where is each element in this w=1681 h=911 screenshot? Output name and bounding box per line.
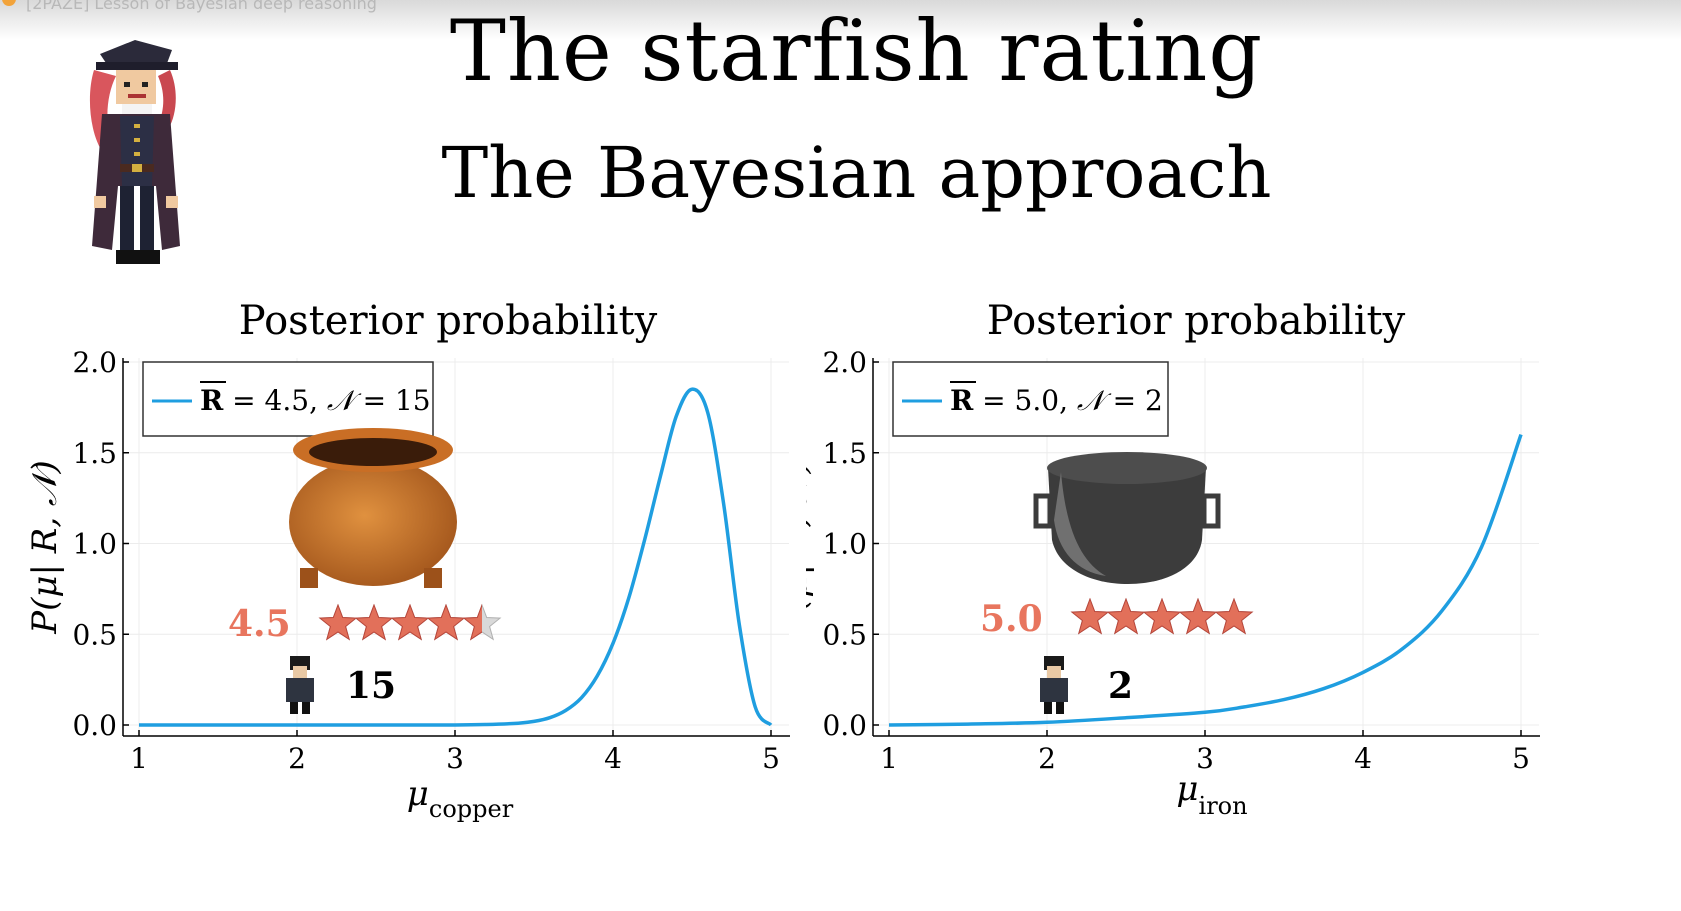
star-icon [1106, 597, 1146, 635]
rating-row: 5.0 [980, 597, 1254, 640]
rating-row: 4.5 [228, 603, 502, 645]
axes [122, 358, 790, 737]
reviewer-row: 2 [1040, 656, 1133, 714]
channel-avatar-icon [2, 0, 16, 6]
x-tick-label: 2 [1038, 742, 1056, 775]
x-tick-label: 3 [446, 742, 464, 775]
y-tick-label: 1.5 [72, 437, 117, 470]
grid [123, 358, 789, 736]
star-icon [1178, 597, 1218, 635]
x-tick-label: 5 [1512, 742, 1530, 775]
x-tick-label: 4 [604, 742, 622, 775]
pirate-captain-icon [89, 40, 180, 264]
y-axis-label: P(μ| R, 𝒩) [25, 460, 65, 635]
legend-r-value: 4.5 [265, 384, 310, 417]
reviewer-count: 2 [1108, 665, 1133, 707]
legend-n-value: 2 [1145, 384, 1163, 417]
star-icon [1214, 597, 1254, 635]
video-title[interactable]: [2PAZE] Lesson of Bayesian deep reasonin… [26, 0, 377, 13]
rating-value: 5.0 [980, 598, 1043, 640]
slide-subtitle: The Bayesian approach [441, 132, 1272, 214]
x-axis-label-sub: copper [429, 795, 514, 823]
star-icon [318, 603, 358, 641]
legend-r-symbol: R [950, 384, 974, 417]
y-tick-label: 1.0 [72, 528, 117, 561]
x-tick-label: 1 [880, 742, 898, 775]
legend: R = 5.0, 𝒩 = 2 [892, 361, 1169, 437]
iron-pot-icon [1033, 452, 1221, 584]
y-tick-label: 0.0 [72, 709, 117, 742]
star-icon [354, 603, 394, 641]
y-tick-label: 2.0 [72, 346, 117, 379]
y-axis-label: P(μ| R, 𝒩) [806, 460, 815, 635]
x-tick-label: 5 [762, 742, 780, 775]
copper-posterior-chart: Posterior probability 1 2 3 4 5 0.0 0.5 1.0 1.5… [25, 300, 790, 823]
legend-r-value: 5.0 [1015, 384, 1060, 417]
y-tick-labels: 0.0 0.5 1.0 1.5 2.0 [822, 346, 879, 742]
x-tick-label: 1 [130, 742, 148, 775]
y-tick-labels: 0.0 0.5 1.0 1.5 2.0 [72, 346, 129, 742]
x-tick-label: 4 [1354, 742, 1372, 775]
x-axis-label: μiron [1176, 769, 1247, 820]
star-icon [390, 603, 430, 641]
iron-posterior-chart: Posterior probability 1 2 3 4 5 0.0 0.5 1.0 1.5… [806, 300, 1540, 820]
star-rating [318, 603, 502, 641]
legend-n-value: 15 [395, 384, 431, 417]
reviewer-row: 15 [286, 656, 396, 714]
posterior-curve [888, 434, 1523, 727]
star-rating [1070, 597, 1254, 635]
star-icon [1070, 597, 1110, 635]
x-tick-label: 3 [1196, 742, 1214, 775]
svg-text:R = 5.0, 𝒩 = 2: R = 5.0, 𝒩 = 2 [950, 384, 1163, 417]
video-title-bar: [2PAZE] Lesson of Bayesian deep reasonin… [0, 0, 1681, 40]
y-tick-label: 1.5 [822, 437, 867, 470]
star-icon [1142, 597, 1182, 635]
x-axis-label-sub: iron [1199, 792, 1248, 820]
y-tick-label: 1.0 [822, 528, 867, 561]
legend-r-symbol: R [200, 384, 224, 417]
star-icon [462, 603, 502, 641]
slide-title: The starfish rating [449, 2, 1264, 100]
legend: R = 4.5, 𝒩 = 15 [142, 361, 434, 437]
x-tick-labels: 1 2 3 4 5 [130, 730, 780, 775]
y-tick-label: 0.0 [822, 709, 867, 742]
svg-text:R = 4.5, 𝒩 = 15: R = 4.5, 𝒩 = 15 [200, 384, 431, 417]
y-tick-label: 0.5 [72, 618, 117, 651]
rating-value: 4.5 [228, 603, 291, 645]
star-icon [426, 603, 466, 641]
chart-title: Posterior probability [239, 300, 658, 344]
pirate-crew-icon [1040, 656, 1068, 714]
pirate-crew-icon [286, 656, 314, 714]
posterior-curve [138, 387, 773, 727]
chart-title: Posterior probability [987, 300, 1406, 344]
copper-pot-icon [289, 428, 457, 588]
y-tick-label: 0.5 [822, 618, 867, 651]
x-tick-label: 2 [288, 742, 306, 775]
x-tick-labels: 1 2 3 4 5 [880, 730, 1530, 775]
x-axis-label: μcopper [407, 774, 514, 823]
y-tick-label: 2.0 [822, 346, 867, 379]
axes [872, 358, 1540, 737]
reviewer-count: 15 [346, 665, 396, 707]
